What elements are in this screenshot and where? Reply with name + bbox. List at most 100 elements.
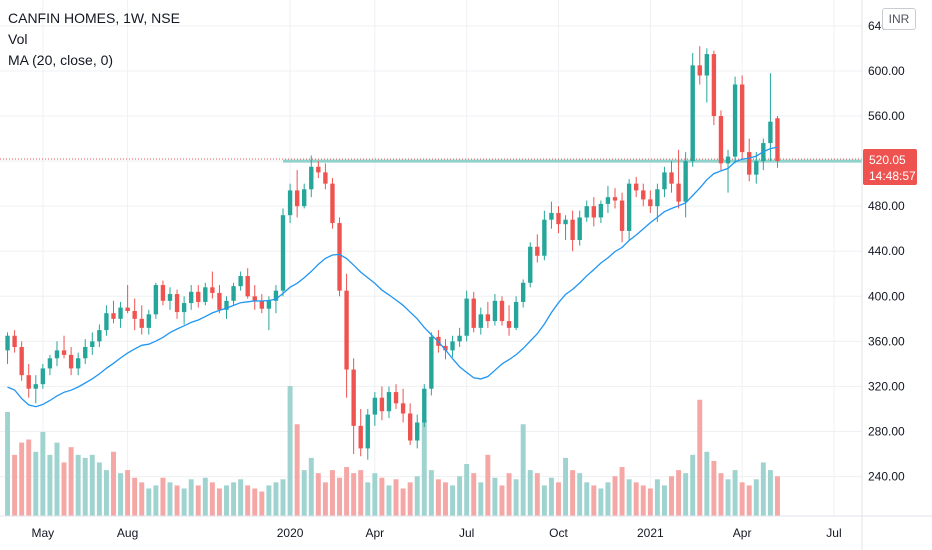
- time-tick-label: Apr: [365, 526, 384, 540]
- bar-countdown: 14:48:57: [869, 169, 916, 183]
- volume-bar: [287, 386, 293, 516]
- volume-bar: [351, 473, 357, 516]
- volume-bar: [132, 477, 138, 516]
- volume-bar: [209, 482, 215, 516]
- volume-bar: [33, 451, 39, 516]
- volume-bar: [19, 442, 25, 516]
- volume-bar: [344, 467, 350, 516]
- volume-bar: [485, 454, 491, 516]
- volume-bar: [167, 482, 173, 516]
- candle-body: [577, 217, 582, 240]
- candle-body: [181, 303, 187, 313]
- candle-body: [725, 156, 731, 164]
- volume-bar: [245, 485, 251, 516]
- volume-bar: [160, 477, 166, 516]
- time-axis[interactable]: May Aug 2020 Apr Jul Oct 2021 Apr Jul: [32, 526, 842, 540]
- volume-bar: [231, 482, 237, 516]
- candle-body: [697, 65, 702, 76]
- volume-bar: [506, 473, 512, 516]
- volume-bar: [774, 476, 780, 516]
- volume-bar: [556, 482, 561, 516]
- candle-body: [252, 296, 257, 301]
- volume-bar: [612, 476, 618, 516]
- volume-bar: [153, 485, 159, 516]
- volume-bar: [174, 485, 180, 516]
- volume-bar: [591, 485, 597, 516]
- candle-body: [83, 347, 88, 359]
- volume-bar: [89, 454, 95, 516]
- candle-body: [316, 166, 321, 173]
- volume-bar: [238, 479, 244, 516]
- volume-bar: [443, 482, 448, 516]
- volume-bar: [393, 479, 399, 516]
- candle-body: [273, 290, 279, 301]
- volume-bar: [181, 488, 187, 516]
- candle-body: [302, 189, 307, 207]
- volume-bar: [273, 482, 279, 516]
- volume-bar: [414, 476, 420, 516]
- candle-body: [634, 183, 639, 191]
- candle-body: [358, 425, 363, 449]
- volume-bar: [464, 464, 470, 516]
- candles: [5, 46, 780, 460]
- volume-bar: [5, 412, 11, 516]
- volume-bar: [202, 477, 208, 516]
- volume-bar: [471, 473, 477, 516]
- candle-body: [160, 285, 166, 301]
- candle-body: [104, 313, 109, 331]
- candle-body: [718, 116, 724, 164]
- volume-bar: [82, 457, 88, 516]
- time-tick-label: Aug: [117, 526, 138, 540]
- volume-bar: [407, 482, 413, 516]
- candle-body: [12, 335, 17, 348]
- volume-legend[interactable]: Vol: [8, 31, 28, 47]
- volume-bar: [633, 482, 639, 516]
- volume-bar: [252, 488, 258, 516]
- last-price-value: 520.05: [869, 153, 906, 167]
- candle-body: [351, 369, 356, 426]
- volume-bar: [259, 491, 265, 516]
- volume-bar: [654, 479, 660, 516]
- candle-body: [704, 54, 710, 76]
- volume-bar: [146, 488, 152, 516]
- volume-bar: [499, 485, 505, 516]
- candle-body: [167, 294, 173, 301]
- volume-bar: [379, 477, 385, 516]
- volume-bar: [47, 454, 53, 516]
- candle-body: [513, 301, 519, 328]
- candle-body: [626, 183, 632, 231]
- candle-body: [188, 291, 194, 304]
- candle-body: [238, 276, 243, 287]
- price-axis[interactable]: 240.00 280.00 320.00 360.00 400.00 440.00 480.…: [868, 19, 905, 484]
- chart-legend: CANFIN HOMES, 1W, NSE Vol MA (20, close,…: [8, 8, 180, 71]
- candle-body: [768, 121, 773, 144]
- time-tick-label: Apr: [733, 526, 752, 540]
- candle-body: [499, 300, 505, 322]
- volume-bar: [527, 470, 533, 516]
- volume-bar: [690, 454, 696, 516]
- candle-body: [118, 307, 123, 319]
- candle-body: [520, 282, 526, 302]
- price-tick-label: 560.00: [868, 109, 905, 123]
- volume-bars: [5, 386, 780, 516]
- candle-body: [287, 190, 293, 216]
- candle-body: [132, 310, 137, 319]
- candle-body: [210, 287, 215, 293]
- price-tick-label: 240.00: [868, 470, 905, 484]
- candle-body: [203, 287, 208, 302]
- candle-body: [245, 276, 250, 297]
- volume-bar: [598, 488, 604, 516]
- currency-badge[interactable]: INR: [882, 8, 916, 30]
- volume-bar: [718, 473, 724, 516]
- time-tick-label: 2020: [277, 526, 304, 540]
- volume-bar: [704, 451, 710, 516]
- volume-bar: [118, 473, 124, 516]
- symbol-title[interactable]: CANFIN HOMES, 1W, NSE: [8, 10, 180, 26]
- volume-bar: [725, 479, 731, 516]
- price-tick-label: 400.00: [868, 289, 905, 303]
- volume-bar: [753, 479, 759, 516]
- candle-body: [61, 350, 67, 355]
- ma-legend[interactable]: MA (20, close, 0): [8, 52, 114, 68]
- volume-bar: [54, 442, 60, 516]
